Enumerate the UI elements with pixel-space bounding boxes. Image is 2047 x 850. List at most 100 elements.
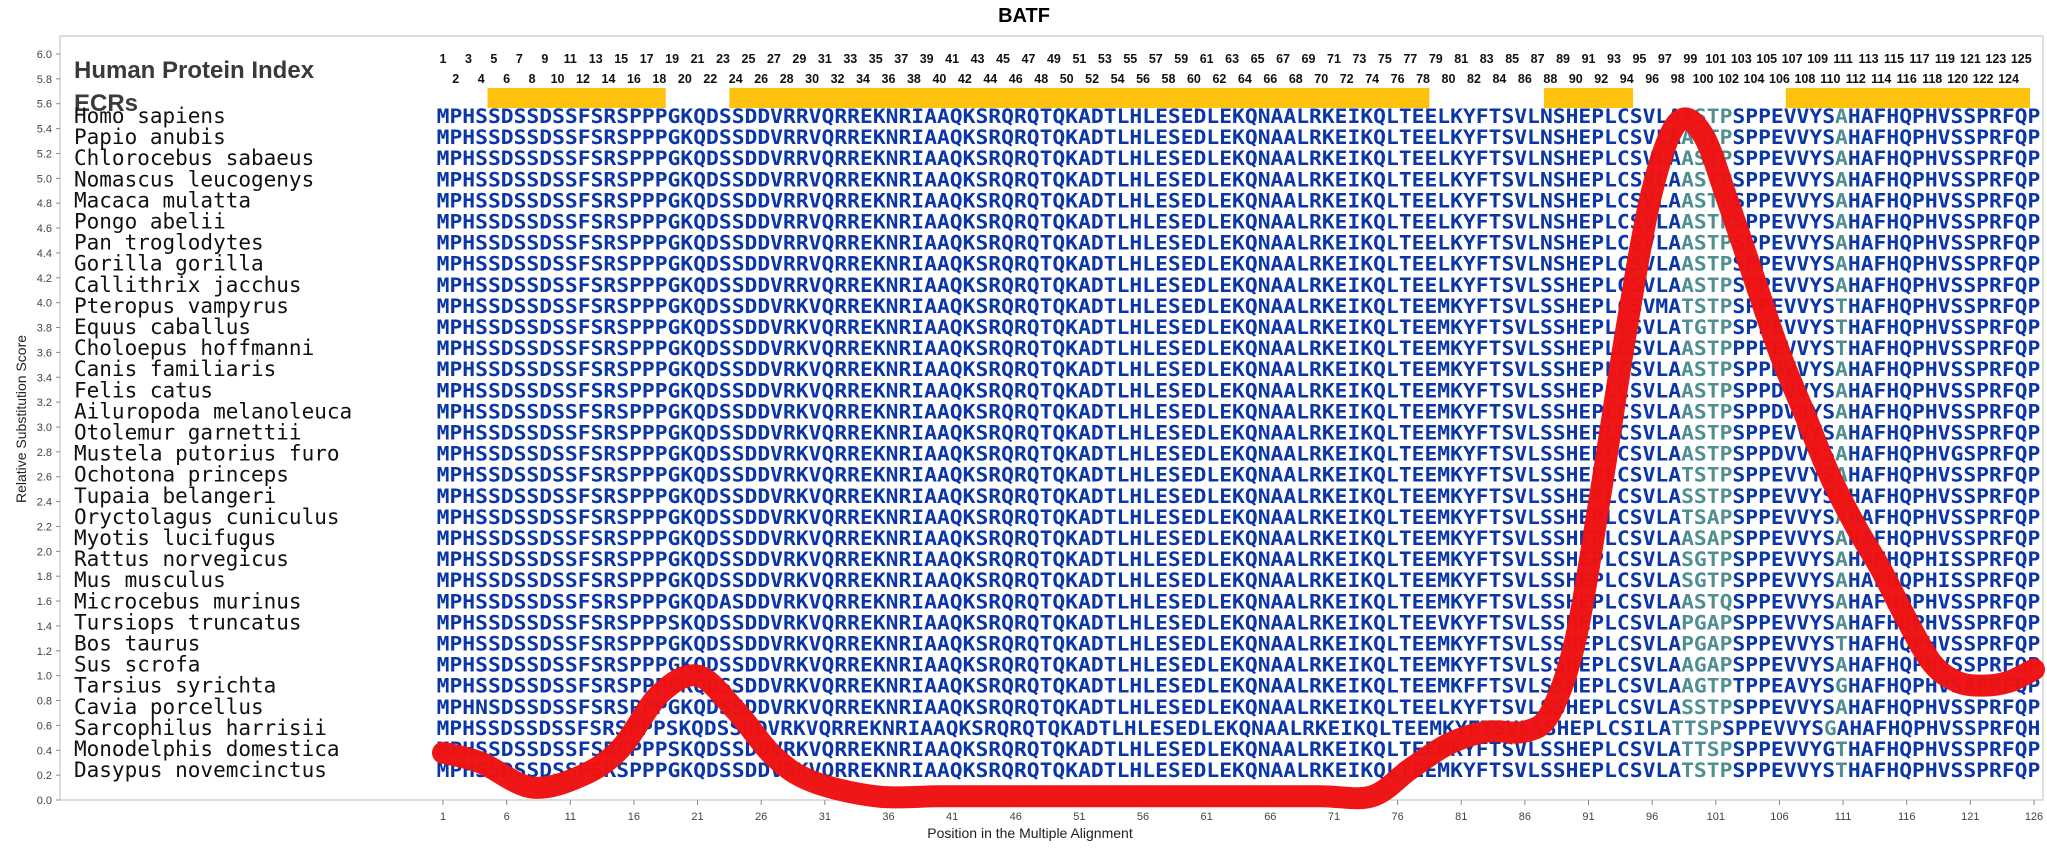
- index-label: 2: [452, 72, 459, 86]
- index-label: 124: [1998, 72, 2019, 86]
- species-name: Macaca mulatta: [74, 188, 251, 212]
- index-label: 40: [932, 72, 946, 86]
- y-tick-label: 4.2: [37, 273, 52, 285]
- index-label: 11: [564, 52, 577, 66]
- index-label: 48: [1034, 72, 1048, 86]
- index-label: 26: [754, 72, 768, 86]
- species-name: Pteropus vampyrus: [74, 294, 289, 318]
- index-label: 99: [1683, 52, 1697, 66]
- index-label: 13: [589, 52, 603, 66]
- index-label: 50: [1060, 72, 1074, 86]
- index-label: 27: [767, 52, 781, 66]
- species-name: Rattus norvegicus: [74, 547, 289, 571]
- ecr-bar: [1543, 88, 1634, 108]
- y-tick-label: 2.6: [37, 472, 52, 484]
- index-label: 120: [1947, 72, 1968, 86]
- index-label: 24: [729, 72, 743, 86]
- species-name: Microcebus murinus: [74, 589, 302, 613]
- index-label: 62: [1212, 72, 1226, 86]
- sequence-row: MPHSSDSSDSSFSRSPPPGKQDSSDDVRKVQRREKNRIAA…: [437, 527, 2041, 550]
- index-label: 63: [1225, 52, 1239, 66]
- y-tick-label: 4.4: [37, 248, 52, 260]
- index-label: 53: [1098, 52, 1112, 66]
- y-tick-label: 0.0: [37, 795, 52, 807]
- index-label: 121: [1960, 52, 1981, 66]
- index-label: 17: [640, 52, 654, 66]
- score-series: [432, 107, 2045, 810]
- species-name: Bos taurus: [74, 632, 200, 656]
- index-label: 4: [478, 72, 485, 86]
- x-tick-label: 11: [565, 811, 576, 823]
- index-label: 47: [1022, 52, 1036, 66]
- sequence-row: MPHSSDSSDSSFSRSPPPGKQDSSDDVRKVQRREKNRIAA…: [437, 316, 2041, 339]
- index-label: 38: [907, 72, 921, 86]
- y-tick-label: 1.6: [37, 596, 52, 608]
- sequence-row: MPHSSDSSDSSFSRSPPPGKQDSSDDVRKVQRREKNRIAA…: [437, 633, 2041, 656]
- index-label: 84: [1492, 72, 1506, 86]
- y-tick-label: 0.4: [37, 745, 52, 757]
- index-label: 115: [1884, 52, 1904, 66]
- y-tick-label: 3.4: [37, 372, 52, 384]
- index-label: 14: [602, 72, 616, 86]
- index-label: 70: [1314, 72, 1328, 86]
- index-label: 9: [541, 52, 548, 66]
- index-label: 72: [1340, 72, 1354, 86]
- species-name: Felis catus: [74, 378, 213, 402]
- ecr-bar: [1785, 88, 2030, 108]
- index-label: 80: [1442, 72, 1456, 86]
- index-label: 109: [1807, 52, 1828, 66]
- index-label: 125: [2011, 52, 2032, 66]
- index-label: 58: [1162, 72, 1176, 86]
- x-tick-label: 1: [440, 811, 446, 823]
- sequence-row: MPHSSDSSDSSFSRSPPPGKQDSSDDVRRVQRREKNRIAA…: [437, 211, 2041, 234]
- index-label: 25: [742, 52, 756, 66]
- x-tick-label: 116: [1898, 811, 1916, 823]
- species-name: Choloepus hoffmanni: [74, 336, 314, 360]
- x-tick-label: 96: [1646, 811, 1658, 823]
- x-tick-label: 36: [882, 811, 894, 823]
- x-tick-label: 51: [1073, 811, 1085, 823]
- index-label: 1: [440, 52, 447, 66]
- y-tick-label: 3.6: [37, 347, 52, 359]
- index-label: 31: [818, 52, 832, 66]
- index-label: 102: [1718, 72, 1739, 86]
- sequence-row: MPHSSDSSDSSFSRSPPPGKQDSSDDVRRVQRREKNRIAA…: [437, 253, 2041, 276]
- x-tick-label: 41: [946, 811, 958, 823]
- index-label: 35: [869, 52, 883, 66]
- y-tick-label: 6.0: [37, 49, 52, 61]
- x-tick-label: 81: [1455, 811, 1467, 823]
- index-label: 79: [1429, 52, 1443, 66]
- y-tick-label: 0.2: [37, 770, 52, 782]
- index-label: 67: [1276, 52, 1290, 66]
- index-label: 19: [665, 52, 679, 66]
- index-label: 12: [576, 72, 590, 86]
- x-tick-label: 66: [1264, 811, 1276, 823]
- index-label: 32: [831, 72, 845, 86]
- sequence-row: MPHSSDSSDSSFSRSPPPGKQDSSDDVRRVQRREKNRIAA…: [437, 126, 2041, 149]
- species-name: Mustela putorius furo: [74, 442, 340, 466]
- sequence-row: MPHSSDSSDSSFSRSPPPGKQDSSDDVRRVQRREKNRIAA…: [437, 189, 2041, 212]
- x-axis-ticks: 1 6 11 16 21 26 31 36 41 46 51 56 61 66 71 76 81 86 91 96 10…: [440, 800, 2043, 823]
- y-axis-ticks: 0.0 0.2 0.4 0.6 0.8 1.0 1.2 1.4 1.6 1.8 2.0 2.2 2.4 2…: [37, 49, 60, 807]
- species-name: Dasypus novemcinctus: [74, 758, 327, 782]
- sequence-row: MPHSSDSSDSSFSRSPPPGKQDSSDDVRRVQRREKNRIAA…: [437, 105, 2041, 128]
- index-label: 65: [1251, 52, 1265, 66]
- index-label: 123: [1985, 52, 2006, 66]
- sequence-row: MPHSSDSSDSSFSRSPPPGKQDSSDDVRRVQRREKNRIAA…: [437, 274, 2041, 297]
- y-tick-label: 5.6: [37, 99, 52, 111]
- alignment-block: Homo sapiens MPHSSDSSDSSFSRSPPPGKQDSSDDVR…: [74, 104, 2040, 782]
- sequence-row: MPHNSDSSDSSFSRSPPPGKQDSSDDVRKVQRREKNRIAA…: [437, 696, 2041, 719]
- y-tick-label: 2.0: [37, 546, 52, 558]
- sequence-row: MPHSSDSSDSSFSRSPPPGKQDSSDDVRRVQRREKNRIAA…: [437, 147, 2041, 170]
- y-tick-label: 1.4: [37, 621, 52, 633]
- index-label: 82: [1467, 72, 1481, 86]
- index-label: 51: [1072, 52, 1086, 66]
- species-name: Chlorocebus sabaeus: [74, 146, 314, 170]
- y-tick-label: 3.8: [37, 323, 52, 335]
- index-label: 108: [1794, 72, 1815, 86]
- y-tick-label: 2.2: [37, 521, 52, 533]
- index-label: 71: [1327, 52, 1341, 66]
- ecr-bar: [487, 88, 666, 108]
- species-name: Pongo abelii: [74, 210, 226, 234]
- index-label: 118: [1922, 72, 1942, 86]
